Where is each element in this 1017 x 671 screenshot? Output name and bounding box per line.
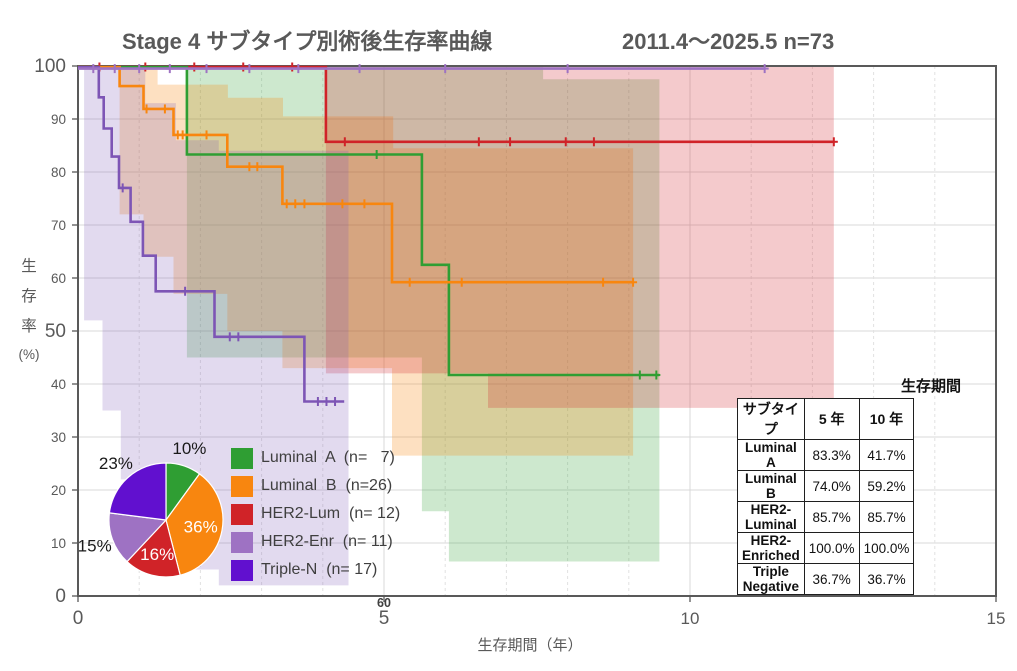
y-axis-title-char: 生 — [21, 258, 37, 275]
x-tick-label: 10 — [681, 609, 700, 628]
table-cell: 74.0% — [803, 470, 860, 502]
legend-item-triple-n: Triple-N (n= 17) — [231, 556, 400, 584]
axis-labels: 0 10 20 30 40 50 60 70 80 90 100 0 5 10 15 60 — [34, 56, 1005, 629]
table-cell: Luminal A — [737, 439, 805, 471]
censor-marks-luminal-a — [372, 150, 661, 380]
legend-item-her2-enr: HER2-Enr (n= 11) — [231, 528, 400, 556]
x-tick-label: 0 — [73, 608, 84, 629]
pie-slice-triple-n — [108, 462, 167, 521]
table-cell: 100.0% — [803, 532, 860, 564]
chart-subtitle: 2011.4～2025.5 n=73 — [622, 29, 835, 54]
table-cell: 100.0% — [858, 532, 915, 564]
censor-marks-luminal-b — [142, 104, 638, 287]
pie-slice-her2-lum — [126, 518, 181, 578]
y-tick-label: 0 — [55, 586, 66, 607]
pie-chart: 10% 36% 16% 15% 23% — [78, 439, 224, 578]
y-axis-unit: (%) — [18, 347, 40, 362]
table-header: サブタイプ — [737, 398, 805, 440]
legend-label: Luminal B (n=26) — [261, 477, 393, 494]
table-row: Triple Negative 36.7% 36.7% — [737, 563, 915, 595]
y-tick-label: 90 — [51, 112, 66, 127]
table-cell: HER2-Luminal — [737, 501, 805, 533]
legend-swatch — [231, 447, 253, 469]
censor-marks-triple-n — [118, 183, 340, 406]
table-caption: 生存期間 — [900, 378, 961, 395]
table-cell: 85.7% — [803, 501, 860, 533]
survival-curve-triple-n — [78, 65, 345, 403]
survival-curve-luminal-a — [78, 65, 660, 377]
survival-curve-her2-lum — [78, 65, 834, 144]
table-cell: Triple Negative — [737, 563, 805, 595]
y-tick-label: 40 — [51, 377, 66, 392]
pie-slice-her2-enr — [108, 512, 168, 563]
y-tick-label: 80 — [51, 165, 66, 180]
y-tick-label: 30 — [51, 430, 66, 445]
censor-marks-her2-enr — [89, 64, 769, 74]
ci-band-luminal-a — [186, 66, 660, 562]
table-cell: 59.2% — [858, 470, 915, 502]
ci-band-luminal-b — [119, 66, 634, 456]
table-cell: 41.7% — [858, 439, 915, 471]
table-cell: HER2-Enriched — [737, 532, 805, 564]
y-tick-label: 70 — [51, 218, 66, 233]
pie-label: 23% — [99, 454, 133, 473]
pie-label: 36% — [184, 518, 218, 537]
table-row: HER2-Luminal 85.7% 85.7% — [737, 501, 915, 533]
survival-curve-luminal-b — [78, 65, 634, 284]
y-tick-label: 100 — [34, 56, 66, 77]
x-tick-label: 15 — [987, 609, 1006, 628]
table-row: Luminal A 83.3% 41.7% — [737, 439, 915, 471]
table-cell: 36.7% — [803, 563, 860, 595]
legend-swatch — [231, 475, 253, 497]
legend-label: Triple-N (n= 17) — [261, 561, 378, 578]
table-cell: 36.7% — [858, 563, 915, 595]
survival-table: サブタイプ 5 年 10 年 Luminal A 83.3% 41.7% Luminal B… — [737, 398, 915, 595]
legend-swatch — [231, 559, 253, 581]
y-tick-label: 10 — [51, 536, 66, 551]
legend: Luminal A (n= 7) Luminal B (n=26) HER2-Lum… — [231, 444, 400, 584]
table-row: Luminal B 74.0% 59.2% — [737, 470, 915, 502]
ci-band-her2-lum — [325, 66, 834, 408]
y-tick-label: 50 — [45, 321, 66, 342]
y-tick-label: 20 — [51, 483, 66, 498]
x-secondary-tick-label: 60 — [377, 596, 391, 610]
y-axis-title-char: 存 — [21, 288, 37, 305]
legend-item-luminal-b: Luminal B (n=26) — [231, 472, 400, 500]
survival-curves — [78, 62, 838, 406]
table-header: 5 年 — [803, 398, 860, 440]
legend-item-luminal-a: Luminal A (n= 7) — [231, 444, 400, 472]
pie-label: 16% — [140, 545, 174, 564]
table-cell: Luminal B — [737, 470, 805, 502]
y-axis-title-char: 率 — [21, 318, 37, 335]
legend-swatch — [231, 531, 253, 553]
table-cell: 85.7% — [858, 501, 915, 533]
table-cell: 83.3% — [803, 439, 860, 471]
x-tick-label: 5 — [379, 608, 390, 629]
y-axis-title: 生存率 (%) — [14, 252, 44, 368]
confidence-bands — [84, 66, 834, 586]
table-row: HER2-Enriched 100.0% 100.0% — [737, 532, 915, 564]
y-tick-label: 60 — [51, 271, 66, 286]
table-header: 10 年 — [858, 398, 915, 440]
legend-swatch — [231, 503, 253, 525]
legend-label: HER2-Enr (n= 11) — [261, 533, 393, 550]
pie-label: 15% — [78, 537, 112, 556]
pie-label: 10% — [172, 439, 206, 458]
chart-title: Stage 4 サブタイプ別術後生存率曲線 — [122, 29, 493, 54]
legend-item-her2-lum: HER2-Lum (n= 12) — [231, 500, 400, 528]
pie-slice-luminal-b — [165, 473, 224, 576]
legend-label: Luminal A (n= 7) — [261, 449, 395, 466]
legend-label: HER2-Lum (n= 12) — [261, 505, 401, 522]
x-axis-title: 生存期間（年） — [477, 637, 583, 654]
